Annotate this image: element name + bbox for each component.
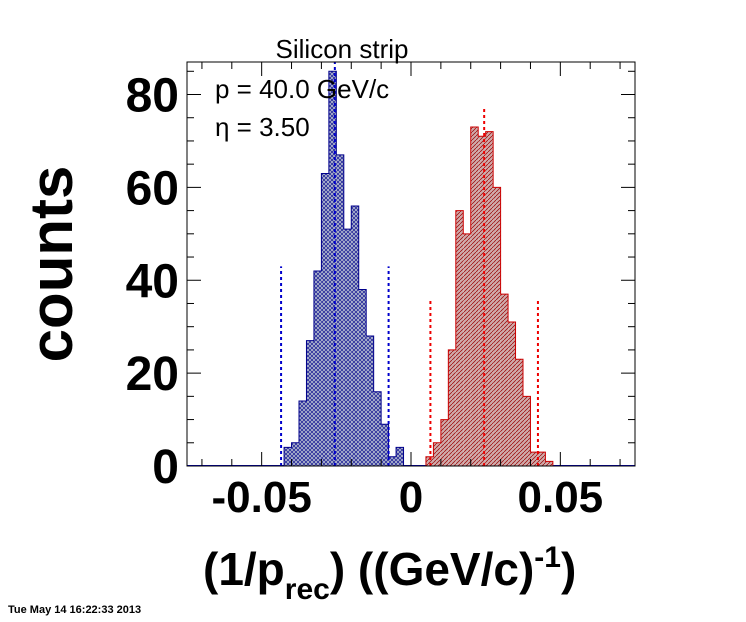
histogram-bin	[485, 131, 494, 467]
eta-annotation: η = 3.50	[215, 112, 310, 142]
histogram-bin	[291, 442, 299, 466]
histogram-bin	[373, 391, 382, 466]
x-tick-label: 0	[399, 473, 423, 522]
histogram-bin	[455, 210, 464, 466]
y-tick-label: 60	[126, 162, 179, 215]
histogram-bin	[500, 294, 509, 466]
histogram-bin	[284, 447, 292, 466]
histogram-bin	[537, 452, 546, 466]
histogram-bin	[321, 173, 329, 466]
y-tick-label: 0	[152, 441, 179, 494]
histogram-bin	[306, 340, 314, 466]
histogram-bin	[493, 187, 501, 466]
histogram-bin	[381, 424, 389, 466]
histogram-bin	[433, 442, 441, 466]
timestamp: Tue May 14 16:22:33 2013	[8, 604, 141, 616]
y-tick-label: 20	[126, 348, 179, 401]
histogram-bin	[425, 456, 434, 466]
y-axis-title: counts	[18, 166, 85, 363]
histogram-bin	[478, 136, 486, 467]
histogram-bin	[523, 396, 531, 466]
histogram-bin	[515, 359, 523, 466]
histogram-bin	[530, 452, 538, 466]
histogram-bin	[313, 270, 322, 466]
x-tick-label: -0.05	[212, 473, 312, 522]
histogram-bin	[336, 154, 344, 466]
histogram-bin	[299, 400, 307, 466]
histogram-bin	[343, 229, 352, 466]
axis-ticks	[187, 62, 635, 467]
histogram-bars	[187, 70, 635, 467]
histogram-bin	[351, 205, 359, 466]
histogram-bin	[463, 233, 471, 466]
x-axis-title-superscript: -1	[534, 541, 561, 574]
x-axis-title: (1/prec) ((GeV/c)-1)	[203, 541, 576, 606]
histogram-bin	[440, 419, 449, 466]
histogram-outline	[425, 126, 554, 466]
histogram-bin	[358, 289, 367, 466]
x-tick-labels: -0.05 0 0.05	[212, 473, 604, 522]
histogram-bin	[328, 71, 337, 466]
histogram-bin	[545, 461, 553, 466]
x-axis-title-middle: ) ((GeV/c)	[330, 543, 534, 595]
histogram-bin	[508, 322, 516, 466]
x-axis-title-prefix: (1/p	[203, 543, 285, 595]
histogram-bin	[470, 127, 479, 466]
marker-lines	[280, 62, 539, 466]
x-axis-title-subscript: rec	[285, 573, 330, 606]
histogram-bin	[388, 456, 397, 466]
histogram-outline	[283, 70, 405, 466]
histogram-bin	[366, 335, 374, 466]
momentum-annotation: p = 40.0 GeV/c	[215, 74, 389, 104]
y-tick-labels: 0 20 40 60 80	[126, 70, 179, 494]
chart-title: Silicon strip	[276, 34, 409, 64]
histogram-bin	[448, 349, 456, 466]
x-axis-title-suffix: )	[561, 543, 576, 595]
x-tick-label: 0.05	[518, 473, 604, 522]
histogram-bin	[396, 447, 404, 466]
y-tick-label: 80	[126, 70, 179, 123]
y-tick-label: 40	[126, 255, 179, 308]
